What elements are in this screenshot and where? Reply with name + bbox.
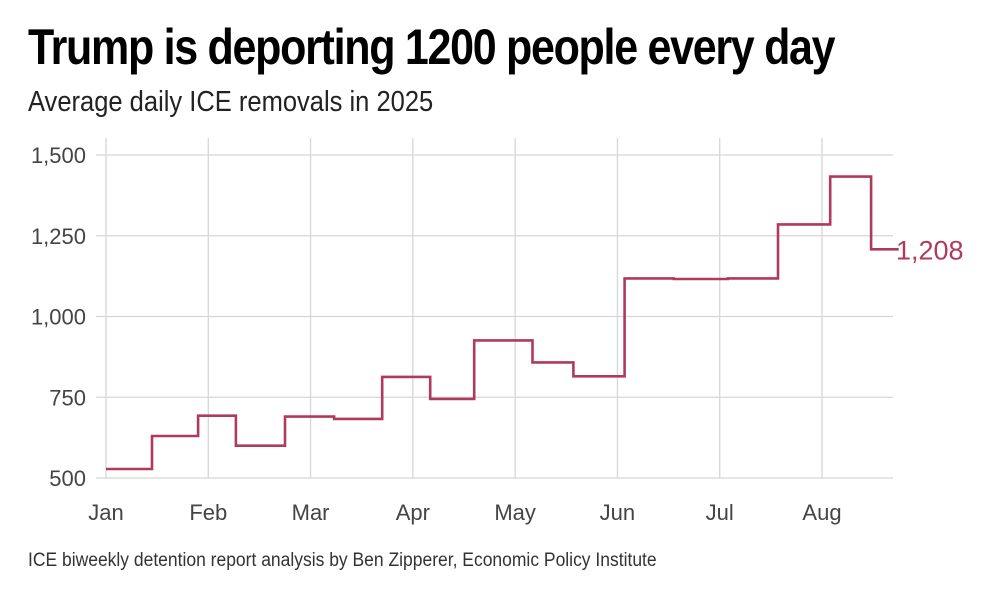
y-tick-label: 1,000	[31, 305, 86, 330]
y-tick-label: 1,500	[31, 143, 86, 168]
x-tick-label: May	[494, 500, 536, 525]
chart-subtitle: Average daily ICE removals in 2025	[28, 86, 434, 118]
end-value-label: 1,208	[896, 235, 964, 265]
x-axis-ticks: Jan Feb Mar Apr May Jun Jul Aug	[88, 500, 841, 525]
y-axis-ticks: 500 750 1,000 1,250 1,500	[31, 143, 86, 491]
x-tick-label: Mar	[292, 500, 330, 525]
series-step-line	[106, 175, 899, 471]
x-tick-label: Jun	[600, 500, 635, 525]
chart-title: Trump is deporting 1200 people every day	[28, 19, 836, 75]
y-tick-label: 500	[49, 466, 86, 491]
source-note: ICE biweekly detention report analysis b…	[28, 550, 657, 571]
y-tick-label: 1,250	[31, 224, 86, 249]
x-tick-label: Jul	[706, 500, 734, 525]
x-tick-label: Jan	[88, 500, 123, 525]
series-group	[106, 175, 899, 471]
x-tick-label: Aug	[802, 500, 841, 525]
y-tick-label: 750	[49, 385, 86, 410]
x-tick-label: Feb	[189, 500, 227, 525]
gridlines	[96, 138, 893, 479]
x-tick-label: Apr	[396, 500, 430, 525]
